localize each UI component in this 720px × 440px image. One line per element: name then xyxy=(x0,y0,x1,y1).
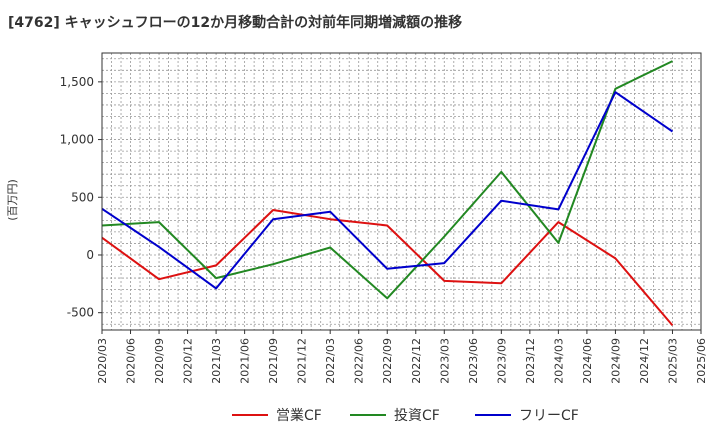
x-tick-label: 2021/12 xyxy=(296,338,309,384)
x-tick-label: 2022/06 xyxy=(353,338,366,384)
axes: -500 0 500 1,000 1,500 2020/03 2020/06 2020/09 2… xyxy=(60,52,708,384)
x-tick-label: 2023/03 xyxy=(438,338,451,384)
x-tick-label: 2020/09 xyxy=(153,338,166,384)
x-tick-label: 2020/03 xyxy=(96,338,109,384)
x-tick-label: 2025/06 xyxy=(695,338,708,384)
grid-lines xyxy=(102,53,701,330)
x-tick-label: 2024/09 xyxy=(609,338,622,384)
x-tick-label: 2023/09 xyxy=(495,338,508,384)
chart-title: [4762] キャッシュフローの12か月移動合計の対前年同期増減額の推移 xyxy=(8,14,462,31)
y-tick-label: 1,000 xyxy=(60,133,94,147)
x-tick-label: 2024/12 xyxy=(638,338,651,384)
x-tick-label: 2021/06 xyxy=(239,338,252,384)
x-tick-label: 2020/06 xyxy=(125,338,138,384)
x-tick-label: 2022/12 xyxy=(410,338,423,384)
x-tick-label: 2023/12 xyxy=(524,338,537,384)
y-tick-label: 1,500 xyxy=(60,75,94,89)
x-tick-label: 2025/03 xyxy=(666,338,679,384)
legend-label-2: 投資CF xyxy=(394,408,440,424)
y-tick-label: 0 xyxy=(86,248,94,262)
x-tick-label: 2020/12 xyxy=(182,338,195,384)
series-line-1 xyxy=(101,209,674,327)
series-line-2 xyxy=(101,60,673,300)
y-axis-label: (百万円) xyxy=(6,179,19,221)
legend-label-1: 営業CF xyxy=(276,408,322,424)
x-tick-label: 2022/03 xyxy=(324,338,337,384)
x-tick-label: 2022/09 xyxy=(381,338,394,384)
x-tick-label: 2021/03 xyxy=(210,338,223,384)
y-tick-label: 500 xyxy=(71,190,94,204)
legend-label-3: フリーCF xyxy=(519,408,579,424)
x-tick-label: 2021/09 xyxy=(267,338,280,384)
legend: 営業CF 投資CF フリーCF xyxy=(232,408,579,424)
series-lines xyxy=(101,60,674,327)
x-tick-label: 2024/06 xyxy=(581,338,594,384)
series-line-3 xyxy=(101,91,674,290)
x-tick-label: 2023/06 xyxy=(467,338,480,384)
y-tick-label: -500 xyxy=(67,306,94,320)
plot-frame xyxy=(101,52,702,331)
plot-background xyxy=(102,53,701,330)
x-tick-label: 2024/03 xyxy=(552,338,565,384)
